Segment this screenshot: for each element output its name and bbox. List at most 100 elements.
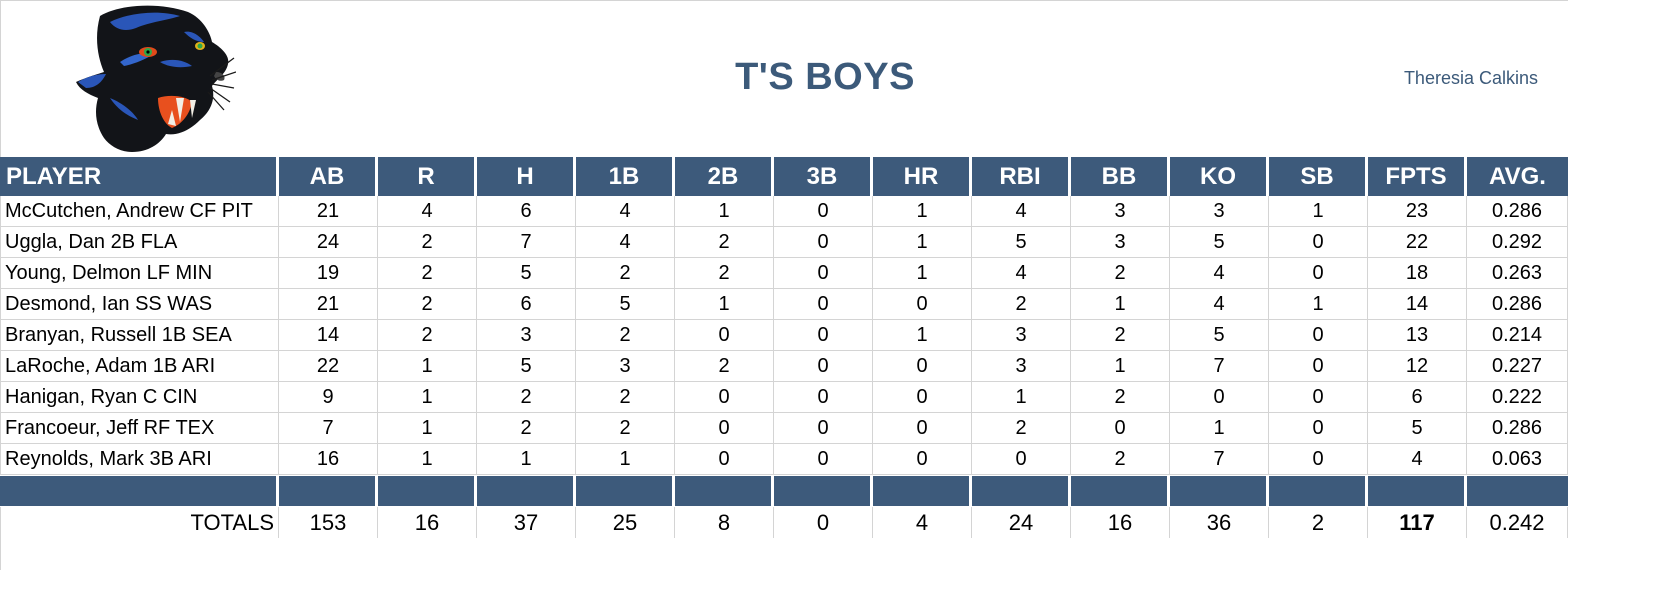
column-header-fpts: FPTS xyxy=(1368,157,1467,196)
cell-ab: 19 xyxy=(279,258,378,289)
cell-hr: 1 xyxy=(873,227,972,258)
total-2b: 8 xyxy=(675,507,774,538)
cell-ko: 4 xyxy=(1170,258,1269,289)
cell-h: 3 xyxy=(477,320,576,351)
cell-hr: 0 xyxy=(873,351,972,382)
total-bb: 16 xyxy=(1071,507,1170,538)
cell-fpts: 5 xyxy=(1368,413,1467,444)
cell-1b: 4 xyxy=(576,196,675,227)
player-name: LaRoche, Adam 1B ARI xyxy=(0,351,279,382)
cell-2b: 0 xyxy=(675,413,774,444)
cell-sb: 0 xyxy=(1269,320,1368,351)
cell-rbi: 5 xyxy=(972,227,1071,258)
cell-2b: 2 xyxy=(675,351,774,382)
column-header-bb: BB xyxy=(1071,157,1170,196)
player-name: Branyan, Russell 1B SEA xyxy=(0,320,279,351)
header-row: PLAYER AB R H 1B 2B 3B HR RBI BB KO SB F… xyxy=(0,157,1568,196)
cell-r: 2 xyxy=(378,320,477,351)
column-header-2b: 2B xyxy=(675,157,774,196)
cell-r: 1 xyxy=(378,382,477,413)
cell-3b: 0 xyxy=(774,444,873,475)
column-header-rbi: RBI xyxy=(972,157,1071,196)
table-row: Francoeur, Jeff RF TEX 7 1 2 2 0 0 0 2 0… xyxy=(0,413,1568,444)
cell-r: 2 xyxy=(378,258,477,289)
cell-3b: 0 xyxy=(774,258,873,289)
cell-hr: 0 xyxy=(873,382,972,413)
separator-cell xyxy=(378,475,477,507)
player-name: Young, Delmon LF MIN xyxy=(0,258,279,289)
table-row: Uggla, Dan 2B FLA 24 2 7 4 2 0 1 5 3 5 0… xyxy=(0,227,1568,258)
table-row: Hanigan, Ryan C CIN 9 1 2 2 0 0 0 1 2 0 … xyxy=(0,382,1568,413)
separator-cell xyxy=(1368,475,1467,507)
cell-1b: 3 xyxy=(576,351,675,382)
cell-hr: 0 xyxy=(873,289,972,320)
table-row: Branyan, Russell 1B SEA 14 2 3 2 0 0 1 3… xyxy=(0,320,1568,351)
cell-fpts: 18 xyxy=(1368,258,1467,289)
cell-hr: 1 xyxy=(873,258,972,289)
cell-bb: 3 xyxy=(1071,227,1170,258)
cell-sb: 0 xyxy=(1269,413,1368,444)
cell-ab: 9 xyxy=(279,382,378,413)
cell-ab: 22 xyxy=(279,351,378,382)
cell-rbi: 0 xyxy=(972,444,1071,475)
cell-avg: 0.292 xyxy=(1467,227,1568,258)
cell-hr: 0 xyxy=(873,413,972,444)
cell-avg: 0.263 xyxy=(1467,258,1568,289)
page-frame xyxy=(0,0,1568,570)
total-r: 16 xyxy=(378,507,477,538)
cell-bb: 2 xyxy=(1071,382,1170,413)
cell-ko: 7 xyxy=(1170,444,1269,475)
cell-fpts: 23 xyxy=(1368,196,1467,227)
cell-ko: 5 xyxy=(1170,227,1269,258)
total-hr: 4 xyxy=(873,507,972,538)
cell-h: 7 xyxy=(477,227,576,258)
column-header-sb: SB xyxy=(1269,157,1368,196)
cell-2b: 0 xyxy=(675,320,774,351)
cell-1b: 2 xyxy=(576,382,675,413)
cell-2b: 1 xyxy=(675,196,774,227)
totals-row: TOTALS 153 16 37 25 8 0 4 24 16 36 2 117… xyxy=(0,507,1568,538)
cell-sb: 0 xyxy=(1269,227,1368,258)
player-name: Desmond, Ian SS WAS xyxy=(0,289,279,320)
cell-avg: 0.286 xyxy=(1467,289,1568,320)
table-row: Young, Delmon LF MIN 19 2 5 2 2 0 1 4 2 … xyxy=(0,258,1568,289)
cell-fpts: 6 xyxy=(1368,382,1467,413)
cell-bb: 1 xyxy=(1071,289,1170,320)
cell-sb: 0 xyxy=(1269,258,1368,289)
cell-rbi: 2 xyxy=(972,413,1071,444)
table-row: Reynolds, Mark 3B ARI 16 1 1 1 0 0 0 0 2… xyxy=(0,444,1568,475)
cell-ab: 7 xyxy=(279,413,378,444)
cell-r: 2 xyxy=(378,289,477,320)
separator-cell xyxy=(1170,475,1269,507)
cell-ko: 1 xyxy=(1170,413,1269,444)
table-row: Desmond, Ian SS WAS 21 2 6 5 1 0 0 2 1 4… xyxy=(0,289,1568,320)
separator-cell xyxy=(477,475,576,507)
cell-h: 2 xyxy=(477,382,576,413)
cell-ab: 24 xyxy=(279,227,378,258)
separator-row xyxy=(0,475,1568,507)
total-3b: 0 xyxy=(774,507,873,538)
table-row: LaRoche, Adam 1B ARI 22 1 5 3 2 0 0 3 1 … xyxy=(0,351,1568,382)
separator-cell xyxy=(0,475,279,507)
cell-bb: 3 xyxy=(1071,196,1170,227)
cell-avg: 0.227 xyxy=(1467,351,1568,382)
cell-rbi: 2 xyxy=(972,289,1071,320)
separator-cell xyxy=(774,475,873,507)
separator-cell xyxy=(675,475,774,507)
owner-name: Theresia Calkins xyxy=(1403,68,1538,88)
cell-h: 1 xyxy=(477,444,576,475)
cell-ab: 21 xyxy=(279,196,378,227)
cell-avg: 0.063 xyxy=(1467,444,1568,475)
cell-sb: 0 xyxy=(1269,382,1368,413)
cell-3b: 0 xyxy=(774,289,873,320)
column-header-1b: 1B xyxy=(576,157,675,196)
cell-r: 4 xyxy=(378,196,477,227)
cell-1b: 1 xyxy=(576,444,675,475)
cell-avg: 0.286 xyxy=(1467,196,1568,227)
cell-h: 2 xyxy=(477,413,576,444)
separator-cell xyxy=(576,475,675,507)
column-header-avg: AVG. xyxy=(1467,157,1568,196)
cell-bb: 2 xyxy=(1071,258,1170,289)
column-header-hr: HR xyxy=(873,157,972,196)
cell-1b: 5 xyxy=(576,289,675,320)
